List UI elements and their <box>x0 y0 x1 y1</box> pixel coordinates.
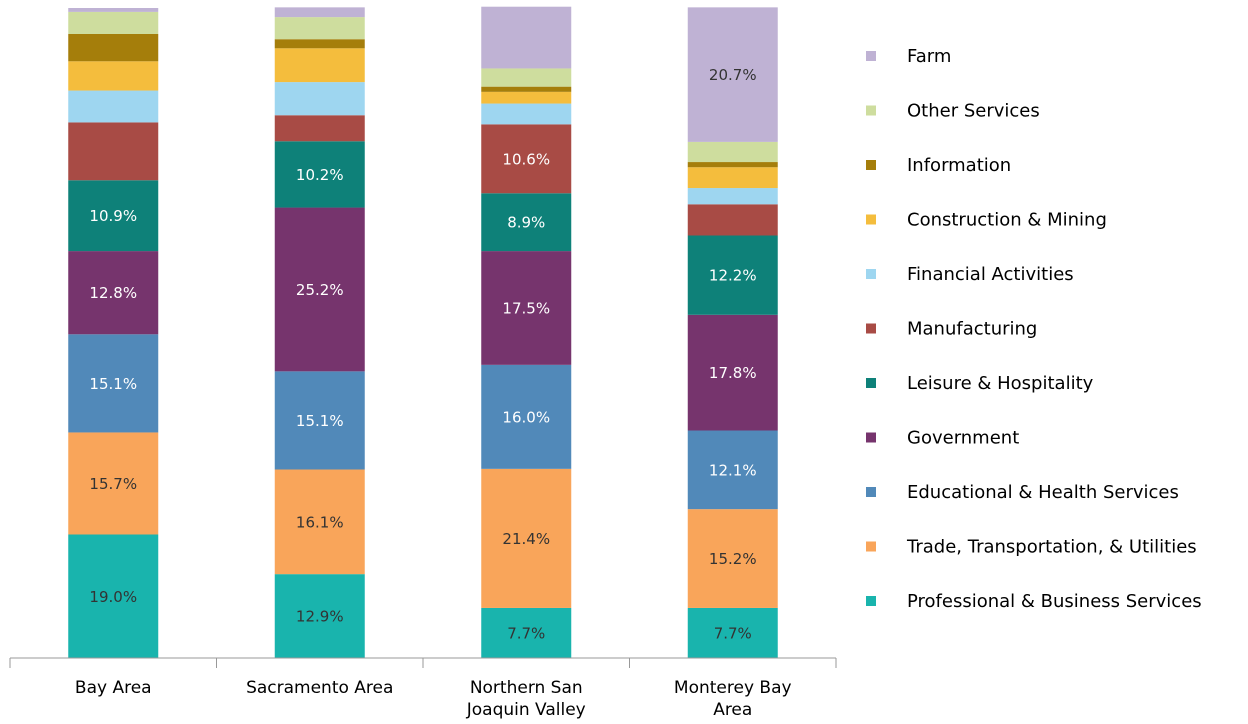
bar-segment <box>274 469 365 575</box>
bar-segment <box>68 334 159 433</box>
bar-segment <box>68 8 159 12</box>
data-label: 12.9% <box>296 608 344 626</box>
x-tick-label: Sacramento Area <box>246 678 394 698</box>
bar-segment <box>481 364 572 469</box>
data-label: 7.7% <box>714 624 752 642</box>
bar-segment <box>481 124 572 194</box>
bar-segment <box>274 17 365 40</box>
data-label: 12.8% <box>89 284 137 302</box>
data-label: 17.8% <box>709 364 757 382</box>
bar-segment <box>687 607 778 658</box>
legend-swatch <box>866 323 876 334</box>
bar-segment <box>687 162 778 168</box>
legend-swatch <box>866 160 876 170</box>
bar-segment <box>481 468 572 608</box>
bar-segment <box>687 509 778 608</box>
bar-segment <box>687 188 778 205</box>
bar-segment <box>68 61 159 91</box>
bar-segment <box>274 207 365 372</box>
data-label: 16.1% <box>296 513 344 531</box>
bar-segment <box>687 430 778 510</box>
bar-segment <box>68 11 159 34</box>
bar-segment <box>687 141 778 163</box>
data-label: 12.1% <box>709 461 757 479</box>
legend-label: Government <box>907 428 1019 449</box>
legend-label: Leisure & Hospitality <box>907 373 1094 394</box>
bar-segment <box>481 68 572 87</box>
legend-label: Construction & Mining <box>907 210 1107 231</box>
legend-label: Farm <box>907 46 951 67</box>
data-label: 15.1% <box>296 412 344 430</box>
bar-segment <box>274 115 365 142</box>
bar-segment <box>274 574 365 658</box>
bar-segment <box>68 432 159 535</box>
data-label: 10.9% <box>89 207 137 225</box>
legend-swatch <box>866 378 876 388</box>
legend-label: Other Services <box>907 101 1040 122</box>
bar-segment <box>687 314 778 431</box>
bar-segment <box>274 7 365 18</box>
bar-segment <box>687 204 778 236</box>
bar-segment <box>481 193 572 252</box>
x-tick-label: Monterey Bay Area <box>673 678 792 720</box>
bar-segment <box>274 371 365 470</box>
legend-swatch <box>866 596 876 606</box>
bar-segment <box>68 34 159 62</box>
legend-swatch <box>866 214 876 225</box>
legend-swatch <box>866 51 876 61</box>
data-label: 10.6% <box>502 150 550 168</box>
bar-segment <box>481 607 572 658</box>
bar-segment <box>68 122 159 181</box>
legend-label: Professional & Business Services <box>907 591 1202 612</box>
data-label: 21.4% <box>502 530 550 548</box>
bar-segment <box>687 7 778 142</box>
data-label: 20.7% <box>709 66 757 84</box>
data-label: 15.7% <box>89 475 137 493</box>
bar-segment <box>274 39 365 49</box>
bar-segment <box>481 6 572 69</box>
data-label: 10.2% <box>296 166 344 184</box>
data-label: 7.7% <box>507 624 545 642</box>
legend-label: Manufacturing <box>907 319 1037 340</box>
legend-swatch <box>866 541 876 552</box>
data-label: 16.0% <box>502 408 550 426</box>
bar-segment <box>481 91 572 104</box>
legend-label: Information <box>907 155 1011 176</box>
bar-segment <box>481 103 572 125</box>
data-label: 25.2% <box>296 281 344 299</box>
data-label: 15.2% <box>709 550 757 568</box>
bar-segment <box>68 90 159 123</box>
bar-segment <box>68 534 159 658</box>
bar-segment <box>68 180 159 252</box>
data-label: 15.1% <box>89 375 137 393</box>
data-label: 8.9% <box>507 214 545 232</box>
bar-segment <box>687 235 778 315</box>
data-label: 19.0% <box>89 588 137 606</box>
data-label: 17.5% <box>502 299 550 317</box>
bar-segment <box>481 86 572 92</box>
legend-swatch <box>866 432 876 443</box>
bar-segment <box>274 82 365 116</box>
legend-label: Trade, Transportation, & Utilities <box>906 537 1197 558</box>
legend-label: Financial Activities <box>907 264 1074 285</box>
bar-segment <box>481 251 572 365</box>
x-tick-label: Bay Area <box>74 678 152 698</box>
legend-swatch <box>866 487 876 497</box>
bar-segment <box>274 141 365 208</box>
legend-swatch <box>866 269 876 279</box>
x-tick-label: Northern San Joaquin Valley <box>466 678 586 720</box>
bar-segment <box>68 251 159 335</box>
data-label: 12.2% <box>709 267 757 285</box>
legend-swatch <box>866 105 876 116</box>
legend-label: Educational & Health Services <box>907 482 1179 503</box>
bar-segment <box>687 167 778 189</box>
bar-segment <box>274 48 365 83</box>
